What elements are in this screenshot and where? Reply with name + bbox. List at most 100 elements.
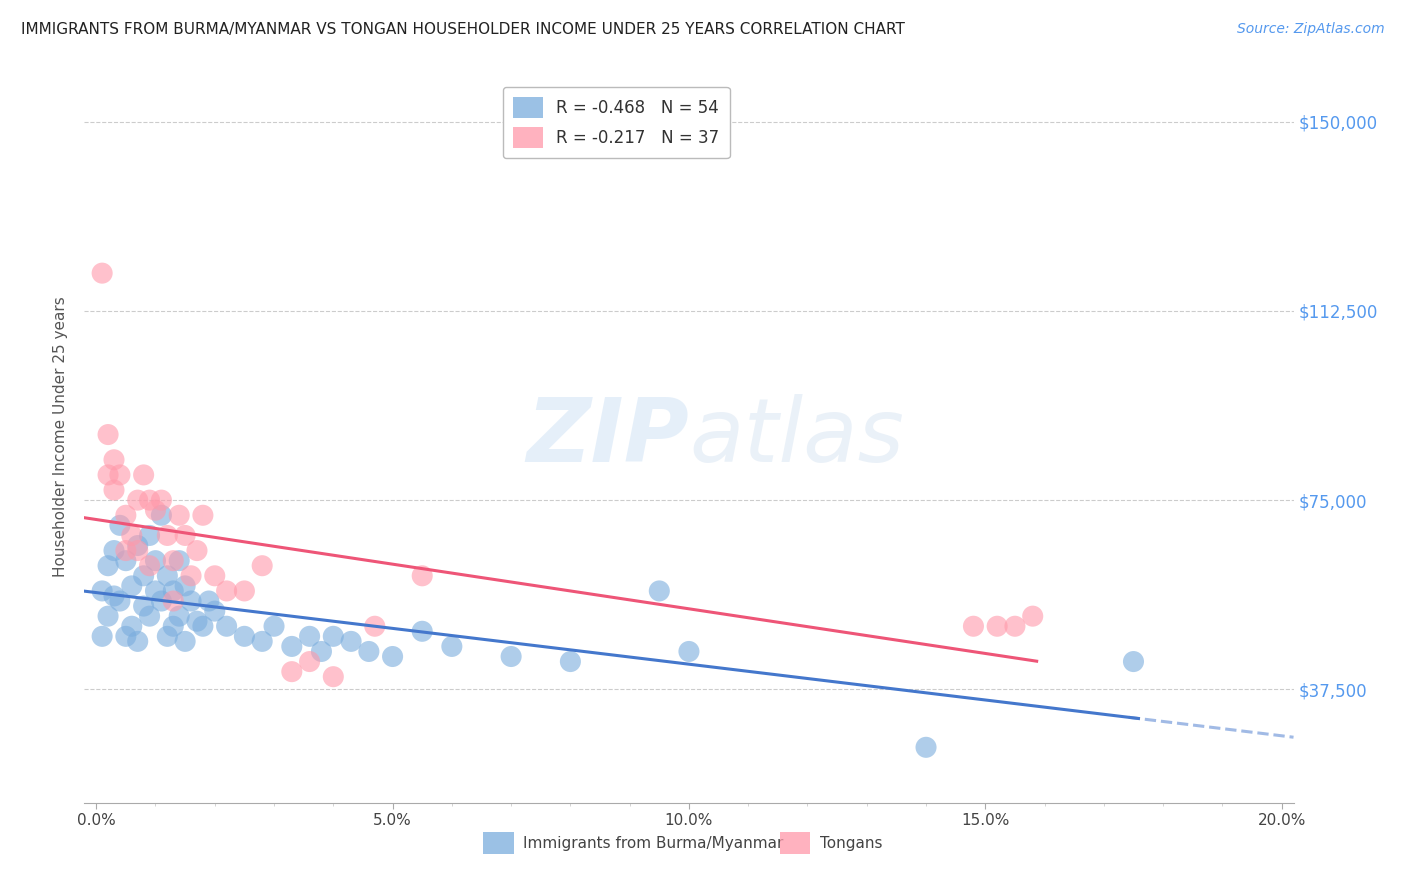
Point [1022,609,1045,624]
Point [281,640,304,654]
Point [174,634,197,648]
Point [986,619,1008,633]
Point [281,665,304,679]
Point [191,508,214,523]
Point [91,629,114,643]
Point [440,640,463,654]
Point [127,543,149,558]
Point [962,619,984,633]
Point [145,503,167,517]
FancyBboxPatch shape [780,832,810,854]
Point [103,452,125,467]
Point [357,644,380,658]
Point [167,508,190,523]
Point [411,569,433,583]
Point [174,579,197,593]
Point [186,543,208,558]
Point [97,558,120,573]
Point [115,554,138,568]
Point [115,629,138,643]
Point [340,634,363,648]
Point [915,740,938,755]
Point [91,583,114,598]
Point [501,649,523,664]
Point [678,644,700,658]
Point [322,629,344,643]
Point [180,569,202,583]
Point [162,619,184,633]
Point [381,649,404,664]
Point [97,467,120,482]
Point [322,670,344,684]
Point [115,543,138,558]
Point [156,629,179,643]
Point [198,594,221,608]
Point [167,609,190,624]
Point [103,589,125,603]
Text: atlas: atlas [689,394,904,480]
Point [138,609,160,624]
Point [103,483,125,497]
Text: Source: ZipAtlas.com: Source: ZipAtlas.com [1237,22,1385,37]
FancyBboxPatch shape [484,832,513,854]
Point [298,655,321,669]
Point [138,493,160,508]
Point [560,655,582,669]
Point [311,644,333,658]
Point [186,614,208,628]
Point [132,599,155,613]
Point [127,634,149,648]
Point [162,583,184,598]
Point [167,554,190,568]
Point [411,624,433,639]
Point [150,493,173,508]
Point [180,594,202,608]
Point [150,594,173,608]
Point [162,594,184,608]
Point [115,508,138,523]
Point [648,583,671,598]
Point [121,528,143,542]
Point [132,467,155,482]
Point [97,427,120,442]
Point [108,518,131,533]
Point [108,467,131,482]
Point [132,569,155,583]
Text: ZIP: ZIP [526,393,689,481]
Point [138,558,160,573]
Point [150,508,173,523]
Point [121,619,143,633]
Point [298,629,321,643]
Point [250,558,273,573]
Point [215,583,238,598]
Point [204,569,226,583]
Point [191,619,214,633]
Point [250,634,273,648]
Point [108,594,131,608]
Point [174,528,197,542]
Point [121,579,143,593]
Point [138,528,160,542]
Point [156,528,179,542]
Point [145,554,167,568]
Point [127,539,149,553]
Text: IMMIGRANTS FROM BURMA/MYANMAR VS TONGAN HOUSEHOLDER INCOME UNDER 25 YEARS CORREL: IMMIGRANTS FROM BURMA/MYANMAR VS TONGAN … [21,22,905,37]
Point [233,629,256,643]
Y-axis label: Householder Income Under 25 years: Householder Income Under 25 years [53,297,69,577]
Point [91,266,114,280]
Text: Immigrants from Burma/Myanmar: Immigrants from Burma/Myanmar [523,836,783,851]
Point [215,619,238,633]
Point [103,543,125,558]
Point [1004,619,1026,633]
Text: Tongans: Tongans [820,836,882,851]
Legend: R = -0.468   N = 54, R = -0.217   N = 37: R = -0.468 N = 54, R = -0.217 N = 37 [503,87,730,158]
Point [364,619,387,633]
Point [145,583,167,598]
Point [127,493,149,508]
Point [233,583,256,598]
Point [204,604,226,618]
Point [1122,655,1144,669]
Point [156,569,179,583]
Point [162,554,184,568]
Point [97,609,120,624]
